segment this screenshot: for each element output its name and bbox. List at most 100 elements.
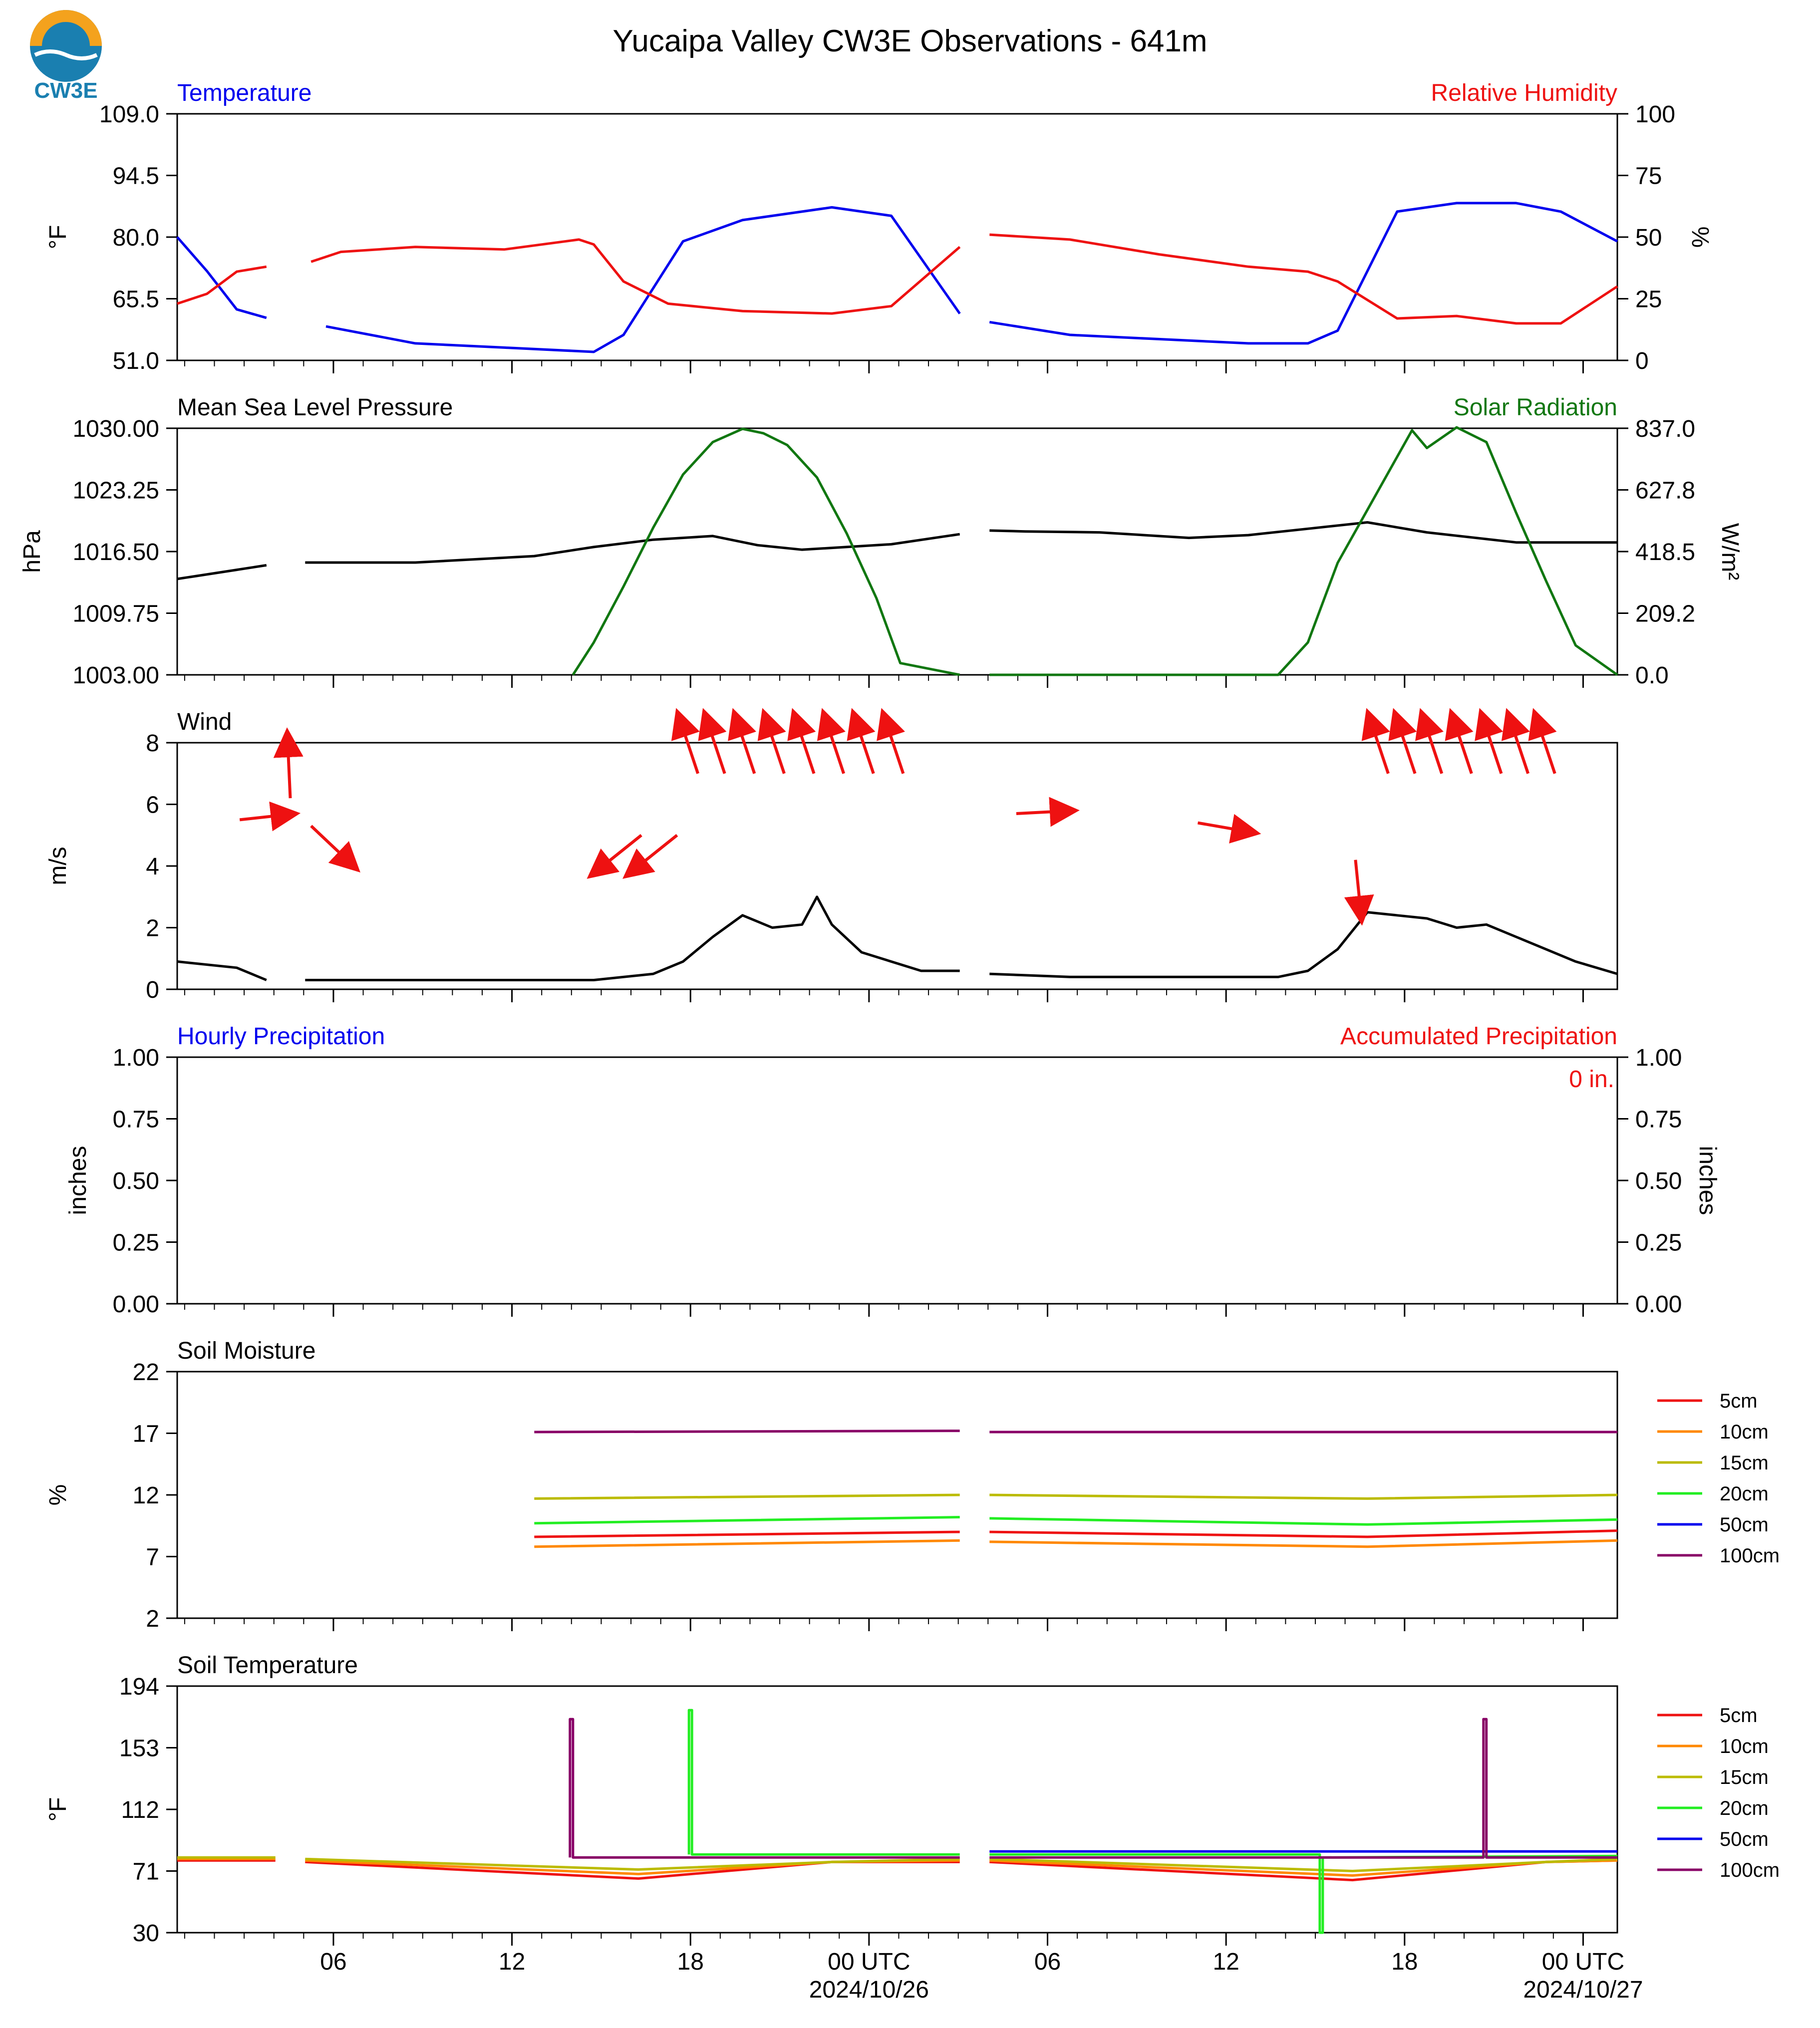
- y-tick-label: 194: [119, 1674, 159, 1700]
- legend-label: 100cm: [1720, 1545, 1780, 1567]
- legend-label: 50cm: [1720, 1514, 1769, 1536]
- y-tick-label: 0.50: [113, 1168, 159, 1194]
- y-tick-label: 22: [133, 1359, 159, 1386]
- cw3e-logo: CW3E: [30, 10, 102, 103]
- x-tick-label: 18: [677, 1949, 704, 1975]
- legend-label: 15cm: [1720, 1452, 1769, 1474]
- logo-text: CW3E: [34, 78, 97, 103]
- x-tick-label: 18: [1391, 1949, 1418, 1975]
- wind-arrow: [587, 834, 642, 879]
- y-right-tick-label: 1.00: [1635, 1045, 1682, 1071]
- y-tick-label: 4: [146, 854, 159, 880]
- y-tick-label: 1003.00: [72, 662, 159, 689]
- y-tick-label: 17: [133, 1421, 159, 1448]
- series-line-20cm: [534, 1516, 1618, 1526]
- y-right-tick-label: 0.0: [1635, 662, 1669, 689]
- legend-label: 20cm: [1720, 1483, 1769, 1505]
- wind-arrow: [1016, 797, 1080, 827]
- legend-label: 50cm: [1720, 1828, 1769, 1850]
- series-line-left: [177, 895, 1618, 981]
- wind-arrow: [698, 708, 727, 774]
- panel-left-title: Temperature: [177, 80, 311, 106]
- plot-frame: [176, 1685, 1618, 1934]
- y-right-tick-label: 25: [1635, 287, 1662, 313]
- y-right-tick-label: 0.25: [1635, 1230, 1682, 1256]
- y-tick-label: 12: [133, 1482, 159, 1509]
- panel-1: 51.0 65.5 80.0 94.5 109.0 0 25 50 75 100 °F % Temper…: [45, 80, 1713, 374]
- wind-arrow: [728, 708, 757, 774]
- legend-label: 10cm: [1720, 1736, 1769, 1757]
- y-tick-label: 2: [146, 1606, 159, 1632]
- logo-wave-icon: [34, 49, 98, 60]
- y-right-tick-label: 0.00: [1635, 1291, 1682, 1318]
- y-right-tick-label: 75: [1635, 163, 1662, 190]
- y-axis-label: m/s: [45, 847, 71, 885]
- wind-arrow: [622, 834, 678, 879]
- panel-right-title: Solar Radiation: [1454, 394, 1617, 421]
- logo-sun-icon: [30, 10, 102, 46]
- panel-left-title: Mean Sea Level Pressure: [177, 394, 453, 421]
- panel-2: 1003.00 1009.75 1016.50 1023.25 1030.00 0.0 20…: [19, 394, 1743, 689]
- y-tick-label: 0.00: [113, 1291, 159, 1318]
- legend-label: 5cm: [1720, 1390, 1758, 1412]
- plot-frame: [176, 427, 1618, 676]
- wind-arrow: [787, 708, 816, 774]
- y-tick-label: 80.0: [113, 225, 159, 251]
- y-right-tick-label: 0.50: [1635, 1168, 1682, 1194]
- y-right-axis-label: inches: [1694, 1146, 1721, 1215]
- x-tick-label: 12: [499, 1949, 525, 1975]
- y-right-tick-label: 837.0: [1635, 416, 1695, 442]
- panel-left-title: Hourly Precipitation: [177, 1023, 385, 1050]
- wind-arrow: [877, 708, 906, 774]
- y-tick-label: 71: [133, 1859, 159, 1885]
- wind-arrow: [671, 708, 700, 774]
- chart-title: Yucaipa Valley CW3E Observations - 641m: [612, 24, 1207, 58]
- accumulated-precip-value: 0 in.: [1569, 1066, 1614, 1093]
- wind-arrow: [817, 708, 846, 774]
- y-axis-label: %: [45, 1484, 71, 1506]
- wind-arrow: [757, 708, 786, 774]
- y-right-tick-label: 627.8: [1635, 478, 1695, 504]
- x-tick-label: 12: [1213, 1949, 1239, 1975]
- x-tick-label: 00 UTC: [1542, 1949, 1624, 1975]
- wind-arrow: [847, 708, 876, 774]
- series-line-100cm: [569, 1718, 1617, 1859]
- y-axis-label: °F: [45, 1797, 71, 1822]
- panel-right-title: Relative Humidity: [1431, 80, 1617, 106]
- series-line-right: [177, 233, 1618, 325]
- legend-label: 15cm: [1720, 1766, 1769, 1788]
- y-tick-label: 51.0: [113, 348, 159, 374]
- y-right-tick-label: 209.2: [1635, 601, 1695, 627]
- plot-frame: [176, 113, 1618, 361]
- x-tick-label: 06: [1034, 1949, 1061, 1975]
- wind-arrow: [1475, 708, 1504, 774]
- y-tick-label: 1.00: [113, 1045, 159, 1071]
- panel-5: 2 7 12 17 22% Soil Moisture 5cm 10cm 15cm 20cm 50c…: [45, 1338, 1780, 1632]
- y-right-tick-label: 0: [1635, 348, 1649, 374]
- y-axis-label: inches: [65, 1146, 91, 1215]
- panel-right-title: Accumulated Precipitation: [1340, 1023, 1617, 1050]
- y-tick-label: 1016.50: [72, 539, 159, 566]
- x-tick-label: 2024/10/27: [1523, 1977, 1643, 2003]
- plot-frame: [176, 742, 1618, 990]
- legend-label: 20cm: [1720, 1797, 1769, 1819]
- plot-frame: [176, 1056, 1618, 1305]
- series-line-15cm: [534, 1493, 1618, 1500]
- series-line-100cm: [534, 1430, 1617, 1434]
- y-tick-label: 0.75: [113, 1107, 159, 1133]
- y-tick-label: 2: [146, 915, 159, 942]
- wind-arrow: [310, 825, 360, 872]
- y-tick-label: 1030.00: [72, 416, 159, 442]
- series-line-10cm: [534, 1539, 1618, 1548]
- y-tick-label: 112: [121, 1797, 159, 1823]
- panel-left-title: Soil Temperature: [177, 1652, 358, 1679]
- y-tick-label: 1023.25: [72, 478, 159, 504]
- wind-arrow: [273, 727, 303, 799]
- series-line-20cm: [687, 1709, 1618, 1934]
- y-right-tick-label: 100: [1635, 101, 1675, 128]
- wind-arrow: [1415, 708, 1444, 774]
- wind-arrow: [1388, 708, 1417, 774]
- panel-4: 0.00 0.25 0.50 0.75 1.00 0.00 0.25 0.50 0.75 1.00…: [65, 1023, 1721, 1318]
- panel-left-title: Soil Moisture: [177, 1338, 315, 1364]
